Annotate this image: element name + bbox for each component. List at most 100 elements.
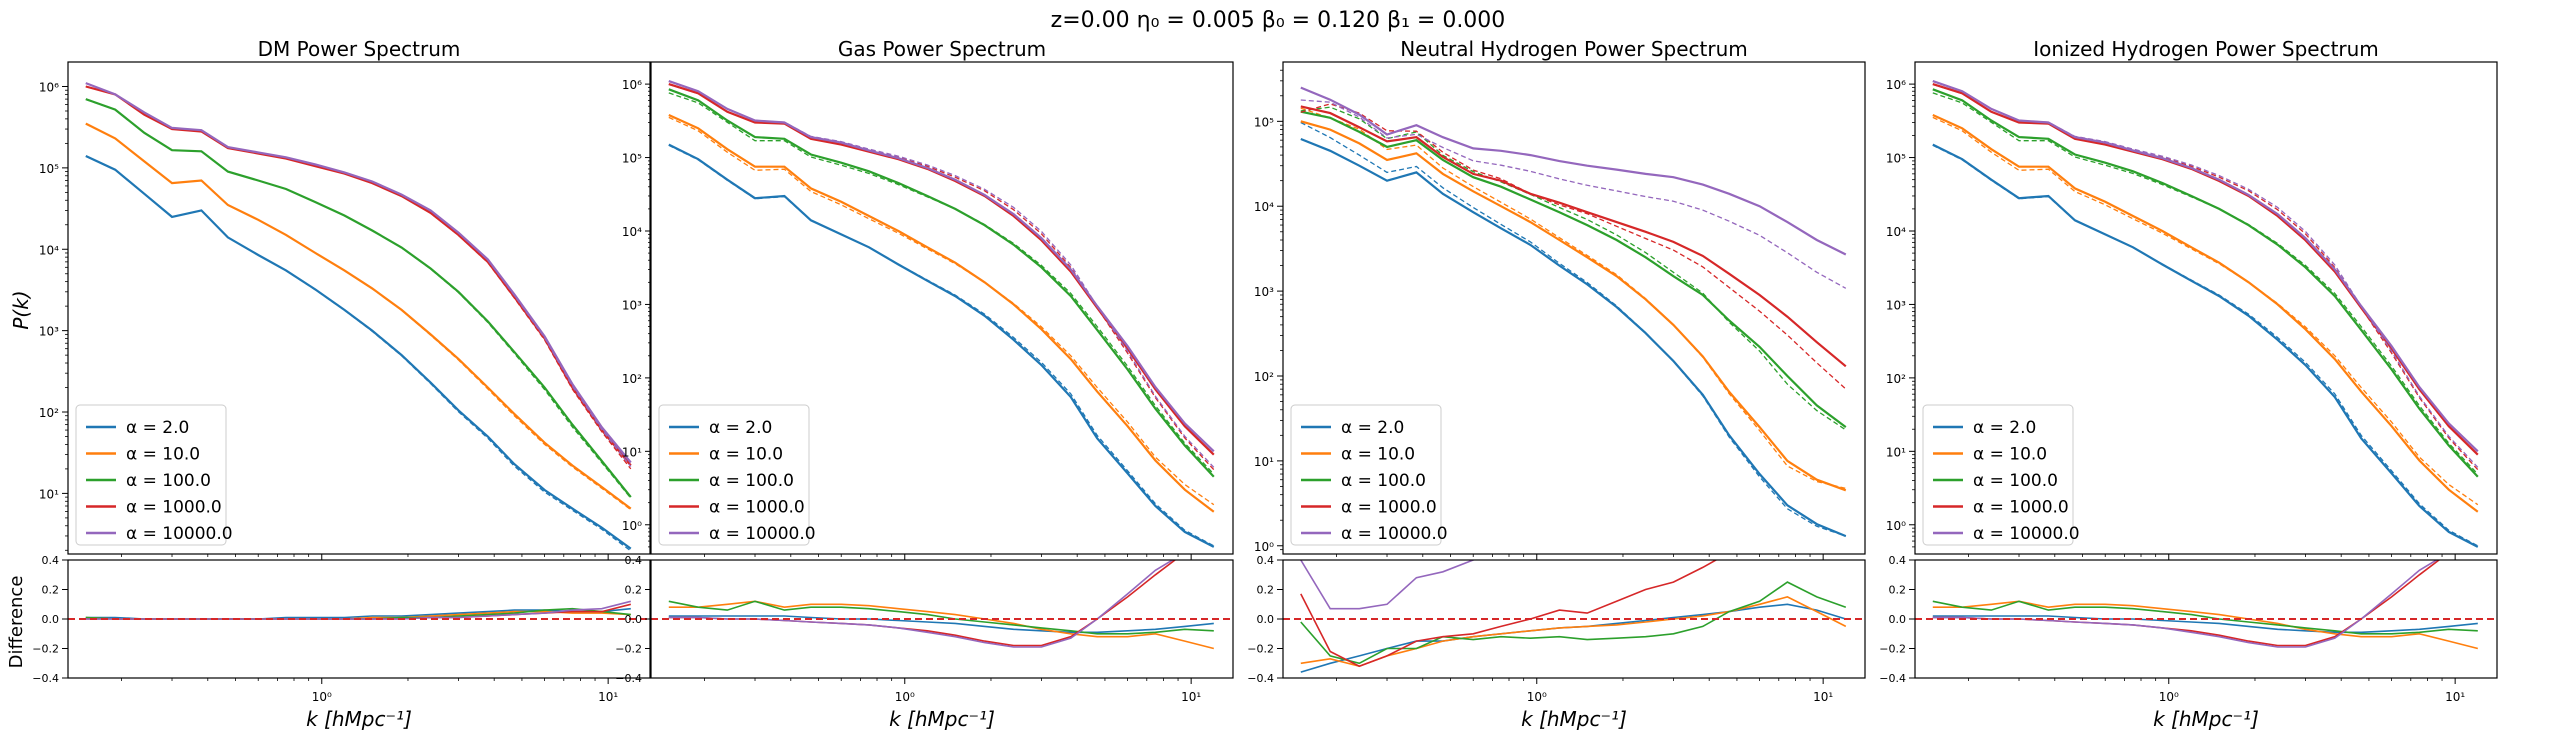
legend-entry: α = 10000.0 <box>1973 524 2080 544</box>
y-tick-label: 10³ <box>622 298 642 312</box>
diff-y-tick-label: 0.4 <box>1889 554 1907 567</box>
series-line <box>1932 143 2479 548</box>
diff-y-tick-label: −0.2 <box>1879 643 1906 656</box>
diff-y-tick-label: 0.0 <box>42 613 60 626</box>
series-model-line <box>1300 99 1847 289</box>
legend-box <box>1290 404 1442 546</box>
diff-y-tick-label: −0.2 <box>1247 643 1274 656</box>
diff-y-tick-label: −0.4 <box>32 672 59 685</box>
y-tick-label: 10⁶ <box>1886 78 1906 92</box>
diff-axes-frame <box>1282 559 1866 679</box>
legend-entry: α = 10000.0 <box>126 524 233 544</box>
series-line <box>668 83 1215 456</box>
series-line <box>668 80 1215 453</box>
diff-y-tick-label: 0.4 <box>1257 554 1275 567</box>
panel-title: DM Power Spectrum <box>258 37 461 61</box>
panel-title: Ionized Hydrogen Power Spectrum <box>2033 37 2379 61</box>
y-tick-label: 10³ <box>39 325 59 339</box>
main-plot-area <box>1300 86 1847 538</box>
panel-3: Neutral Hydrogen Power Spectrum 10⁰ 10¹ 10²… <box>1247 37 1866 731</box>
series-line <box>1932 88 2479 478</box>
legend-box <box>1922 404 2074 546</box>
diff-line <box>1932 560 2439 648</box>
y-tick-label: 10¹ <box>622 445 642 459</box>
series-line <box>668 143 1215 548</box>
diff-y-tick-label: 0.2 <box>1257 584 1275 597</box>
series-model-line <box>1300 103 1847 390</box>
x-tick-label: 10⁰ <box>2159 690 2179 704</box>
series-model-line <box>1300 107 1846 490</box>
y-tick-label: 10³ <box>1254 285 1274 299</box>
legend-entry: α = 10.0 <box>709 445 783 465</box>
legend-entry: α = 10.0 <box>1341 445 1415 465</box>
series-line <box>1300 120 1847 492</box>
series-line <box>668 113 1215 513</box>
legend-box <box>75 404 227 546</box>
legend-entry: α = 100.0 <box>1341 471 1426 491</box>
diff-y-tick-label: 0.4 <box>42 554 60 567</box>
main-ylabel: P(k) <box>9 290 33 329</box>
panel-1: DM Power Spectrum 10¹ 10² 10³ 10⁴ 10⁵ 10⁶ 10⁰ 10… <box>32 37 651 731</box>
series-line <box>1932 113 2479 513</box>
y-tick-label: 10² <box>1886 372 1906 386</box>
y-tick-label: 10⁴ <box>1886 225 1906 239</box>
panel-title: Neutral Hydrogen Power Spectrum <box>1400 37 1748 61</box>
diff-plot-area <box>668 560 1214 650</box>
series-line <box>668 88 1215 478</box>
diff-y-tick-label: 0.0 <box>625 613 643 626</box>
legend: α = 2.0 α = 10.0 α = 100.0 α = 1000.0 α = 10… <box>658 404 816 546</box>
legend-entry: α = 2.0 <box>1973 418 2036 438</box>
legend-entry: α = 2.0 <box>1341 418 1404 438</box>
diff-y-tick-label: 0.0 <box>1257 613 1275 626</box>
series-line <box>1300 105 1847 368</box>
series-line <box>1300 86 1847 256</box>
y-tick-label: 10¹ <box>1886 445 1906 459</box>
diff-plot-area <box>1932 560 2478 650</box>
series-line <box>85 155 632 550</box>
x-tick-label: 10⁰ <box>1527 690 1547 704</box>
y-tick-label: 10⁴ <box>622 225 642 239</box>
y-tick-label: 10⁶ <box>39 80 59 94</box>
x-tick-label: 10¹ <box>1813 690 1833 704</box>
diff-y-tick-label: −0.4 <box>615 672 642 685</box>
legend-entry: α = 1000.0 <box>709 498 805 518</box>
diff-y-tick-label: −0.4 <box>1247 672 1274 685</box>
x-axis-label: k [hMpc⁻¹] <box>1521 707 1627 731</box>
series-model-line <box>1300 106 1847 431</box>
diff-line <box>1932 560 2441 647</box>
legend-box <box>658 404 810 546</box>
panel-title: Gas Power Spectrum <box>838 37 1046 61</box>
x-axis-label: k [hMpc⁻¹] <box>2153 707 2259 731</box>
legend-entry: α = 1000.0 <box>126 498 222 518</box>
series-model-line <box>1300 121 1847 537</box>
legend-entry: α = 100.0 <box>126 471 211 491</box>
diff-plot-area <box>85 600 631 620</box>
legend-entry: α = 10000.0 <box>709 524 816 544</box>
panel-4: Ionized Hydrogen Power Spectrum 10⁰ 10¹ 10²… <box>1879 37 2498 731</box>
figure-suptitle: z=0.00 η₀ = 0.005 β₀ = 0.120 β₁ = 0.000 <box>1051 8 1506 33</box>
legend-entry: α = 100.0 <box>709 471 794 491</box>
diff-y-tick-label: 0.4 <box>625 554 643 567</box>
diff-y-tick-label: 0.0 <box>1889 613 1907 626</box>
diff-y-tick-label: 0.2 <box>42 584 60 597</box>
y-tick-label: 10⁵ <box>1254 115 1274 129</box>
diff-plot-area <box>1300 560 1847 673</box>
y-tick-label: 10⁵ <box>622 152 642 166</box>
legend-entry: α = 10000.0 <box>1341 524 1448 544</box>
x-tick-label: 10¹ <box>2445 690 2465 704</box>
diff-line <box>1300 581 1847 665</box>
series-line <box>85 82 632 464</box>
diff-ylabel: Difference <box>6 576 27 669</box>
diff-y-tick-label: 0.2 <box>625 584 643 597</box>
y-tick-label: 10⁵ <box>1886 152 1906 166</box>
y-tick-label: 10² <box>39 406 59 420</box>
legend-entry: α = 1000.0 <box>1341 498 1437 518</box>
series-line <box>1300 110 1847 428</box>
legend-entry: α = 10.0 <box>1973 445 2047 465</box>
legend-entry: α = 1000.0 <box>1973 498 2069 518</box>
y-tick-label: 10² <box>622 372 642 386</box>
y-tick-label: 10⁴ <box>1254 200 1274 214</box>
diff-line <box>1932 600 2478 635</box>
y-tick-label: 10⁰ <box>622 519 642 533</box>
series-line <box>85 98 632 498</box>
